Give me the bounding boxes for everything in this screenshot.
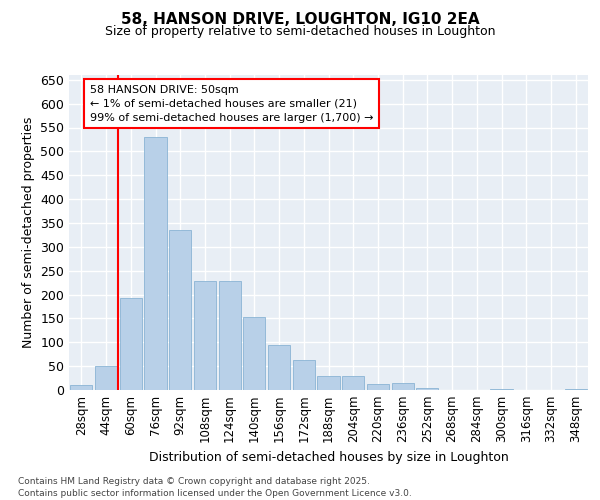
Bar <box>218 281 241 390</box>
Text: 58 HANSON DRIVE: 50sqm
← 1% of semi-detached houses are smaller (21)
99% of semi: 58 HANSON DRIVE: 50sqm ← 1% of semi-deta… <box>90 84 374 122</box>
Y-axis label: Number of semi-detached properties: Number of semi-detached properties <box>22 117 35 348</box>
Bar <box>194 281 216 390</box>
Bar <box>342 376 364 390</box>
Bar <box>95 366 117 390</box>
Bar <box>119 298 142 390</box>
Bar <box>317 376 340 390</box>
Bar <box>392 383 414 390</box>
Bar <box>70 385 92 390</box>
Bar <box>145 137 167 390</box>
Text: Size of property relative to semi-detached houses in Loughton: Size of property relative to semi-detach… <box>105 25 495 38</box>
Text: 58, HANSON DRIVE, LOUGHTON, IG10 2EA: 58, HANSON DRIVE, LOUGHTON, IG10 2EA <box>121 12 479 28</box>
Bar <box>367 384 389 390</box>
Bar <box>293 360 315 390</box>
Bar <box>169 230 191 390</box>
Bar <box>490 388 512 390</box>
Bar <box>243 318 265 390</box>
X-axis label: Distribution of semi-detached houses by size in Loughton: Distribution of semi-detached houses by … <box>149 451 508 464</box>
Bar <box>565 388 587 390</box>
Text: Contains HM Land Registry data © Crown copyright and database right 2025.
Contai: Contains HM Land Registry data © Crown c… <box>18 476 412 498</box>
Bar <box>416 388 439 390</box>
Bar <box>268 344 290 390</box>
